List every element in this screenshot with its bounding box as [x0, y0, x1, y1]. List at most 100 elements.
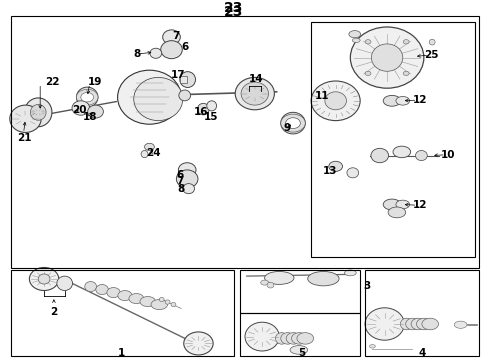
Ellipse shape	[396, 200, 410, 209]
Ellipse shape	[38, 274, 50, 284]
Ellipse shape	[141, 150, 148, 158]
Text: 18: 18	[82, 112, 97, 122]
Ellipse shape	[416, 318, 432, 330]
Ellipse shape	[396, 96, 410, 105]
Ellipse shape	[150, 48, 162, 58]
Ellipse shape	[347, 168, 359, 178]
Ellipse shape	[96, 284, 108, 294]
Text: 1: 1	[118, 348, 125, 358]
Ellipse shape	[145, 143, 154, 150]
Ellipse shape	[325, 92, 346, 110]
Text: 21: 21	[17, 133, 32, 143]
Text: 6: 6	[176, 170, 184, 180]
Ellipse shape	[241, 82, 269, 105]
Ellipse shape	[383, 95, 401, 106]
Ellipse shape	[81, 93, 94, 102]
Ellipse shape	[371, 44, 403, 71]
Ellipse shape	[275, 333, 288, 344]
Ellipse shape	[365, 71, 371, 76]
Text: 9: 9	[283, 123, 291, 133]
Ellipse shape	[429, 39, 435, 45]
Ellipse shape	[171, 302, 176, 307]
Text: 12: 12	[413, 200, 427, 210]
Ellipse shape	[352, 38, 360, 42]
Ellipse shape	[245, 322, 279, 351]
Bar	[311, 22, 475, 257]
Ellipse shape	[365, 308, 404, 340]
Ellipse shape	[383, 199, 401, 210]
Text: 20: 20	[73, 105, 87, 115]
Ellipse shape	[281, 114, 305, 132]
Ellipse shape	[29, 267, 59, 291]
Ellipse shape	[76, 89, 98, 105]
Bar	[11, 16, 479, 268]
Text: 25: 25	[424, 50, 439, 60]
Ellipse shape	[183, 184, 195, 194]
Ellipse shape	[422, 318, 439, 330]
Ellipse shape	[163, 30, 180, 44]
Text: 3: 3	[364, 281, 371, 291]
Bar	[240, 270, 360, 313]
Ellipse shape	[178, 163, 196, 177]
Text: 11: 11	[315, 91, 330, 101]
Text: 7: 7	[172, 31, 180, 41]
Ellipse shape	[161, 41, 182, 59]
Ellipse shape	[344, 270, 356, 276]
Ellipse shape	[118, 291, 132, 301]
Ellipse shape	[118, 70, 181, 124]
Text: 10: 10	[441, 150, 456, 160]
Ellipse shape	[311, 81, 360, 121]
Bar	[180, 76, 187, 83]
Text: 22: 22	[45, 77, 60, 87]
Ellipse shape	[159, 297, 164, 302]
Ellipse shape	[197, 103, 209, 115]
Ellipse shape	[371, 148, 389, 163]
Text: 16: 16	[194, 107, 208, 117]
Ellipse shape	[281, 333, 294, 344]
Ellipse shape	[88, 105, 103, 118]
Text: 23: 23	[223, 1, 243, 15]
Ellipse shape	[403, 40, 409, 44]
Ellipse shape	[329, 161, 343, 171]
Ellipse shape	[57, 276, 73, 291]
Text: 19: 19	[88, 77, 102, 87]
Ellipse shape	[24, 98, 52, 127]
Text: 24: 24	[146, 148, 161, 158]
Ellipse shape	[72, 101, 90, 115]
Ellipse shape	[76, 87, 98, 107]
Bar	[240, 313, 360, 356]
Text: 12: 12	[413, 95, 427, 105]
Ellipse shape	[107, 288, 120, 298]
Text: 17: 17	[171, 69, 185, 80]
Text: 2: 2	[50, 307, 57, 317]
Ellipse shape	[134, 77, 183, 121]
Ellipse shape	[297, 333, 314, 344]
Text: 8: 8	[178, 184, 185, 194]
Ellipse shape	[286, 118, 300, 129]
Ellipse shape	[403, 71, 409, 76]
Ellipse shape	[406, 318, 419, 330]
Ellipse shape	[369, 345, 375, 348]
Ellipse shape	[10, 105, 41, 132]
Ellipse shape	[129, 293, 144, 303]
Ellipse shape	[207, 101, 217, 111]
Text: 7: 7	[176, 176, 184, 186]
Ellipse shape	[292, 333, 307, 344]
Ellipse shape	[180, 72, 196, 87]
Ellipse shape	[151, 300, 168, 310]
Ellipse shape	[350, 27, 424, 88]
Ellipse shape	[349, 31, 361, 38]
Ellipse shape	[267, 282, 274, 288]
Ellipse shape	[235, 77, 274, 110]
Ellipse shape	[281, 112, 305, 134]
Ellipse shape	[286, 333, 301, 344]
Ellipse shape	[140, 297, 156, 307]
Text: 23: 23	[223, 5, 243, 19]
Ellipse shape	[176, 170, 198, 188]
Ellipse shape	[184, 332, 213, 355]
Ellipse shape	[454, 321, 467, 328]
Ellipse shape	[179, 90, 191, 101]
Ellipse shape	[30, 104, 46, 120]
Ellipse shape	[85, 282, 97, 292]
Ellipse shape	[165, 300, 170, 304]
